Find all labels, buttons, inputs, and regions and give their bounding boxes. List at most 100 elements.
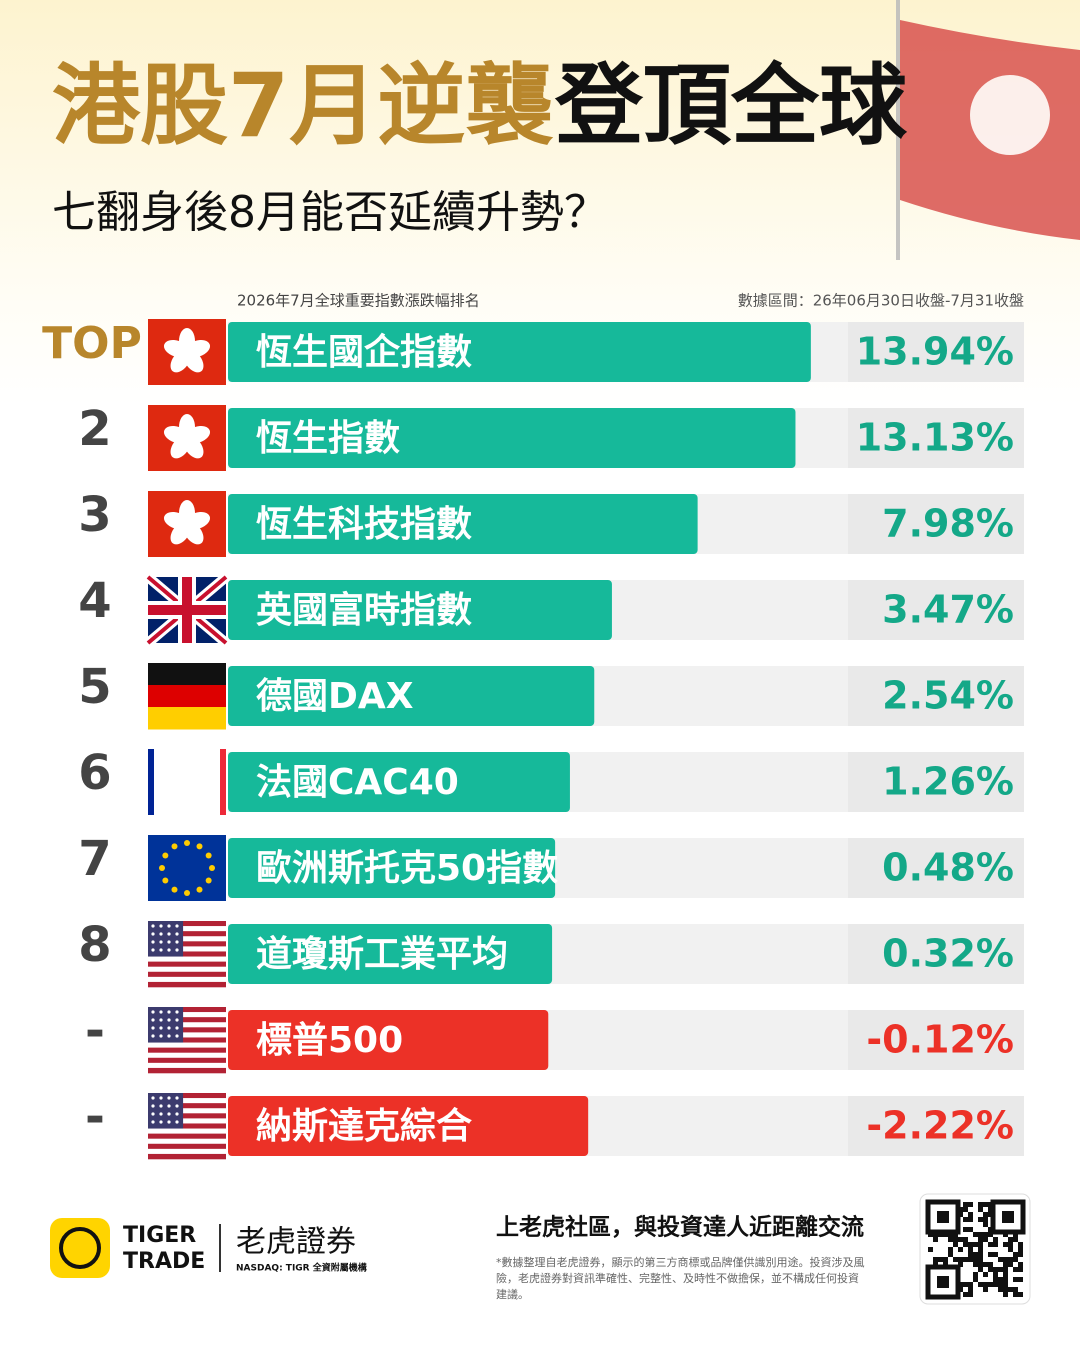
- rank: 6: [78, 745, 111, 801]
- flag-star: [159, 1120, 163, 1124]
- qr-cell: [1013, 1252, 1018, 1257]
- qr-cell: [988, 1267, 993, 1272]
- bar: [228, 666, 595, 726]
- flag-stripe: [148, 1067, 226, 1074]
- bar: [228, 408, 796, 468]
- flag-stripe: [148, 1148, 226, 1155]
- qr-cell: [968, 1287, 973, 1292]
- flag-star: [209, 865, 215, 871]
- qr-cell: [968, 1247, 973, 1252]
- flag-star: [175, 932, 179, 936]
- rank: 5: [78, 659, 111, 715]
- qr-cell: [998, 1277, 1003, 1282]
- qr-cell: [973, 1277, 978, 1282]
- qr-cell: [973, 1272, 978, 1277]
- qr-cell: [1013, 1237, 1018, 1242]
- flag-star: [175, 1010, 179, 1014]
- flag-star: [159, 1018, 163, 1022]
- rank: -: [85, 1003, 105, 1059]
- flag-star: [159, 865, 165, 871]
- qr-cell: [993, 1272, 998, 1277]
- flag-star: [151, 924, 155, 928]
- flag-star: [167, 1120, 171, 1124]
- flag-stripe: [148, 931, 226, 937]
- flag-fr: [148, 749, 226, 815]
- qr-cell: [993, 1277, 998, 1282]
- qr-cell: [1013, 1267, 1018, 1272]
- qr-cell: [1018, 1242, 1023, 1247]
- flag-stripe: [148, 1098, 226, 1104]
- flag-star: [151, 1018, 155, 1022]
- value-label: 7.98%: [882, 502, 1014, 546]
- qr-cell: [1003, 1292, 1008, 1297]
- flag-star: [159, 948, 163, 952]
- qr-cell: [968, 1227, 973, 1232]
- qr-cell: [978, 1262, 983, 1267]
- flag-star: [167, 932, 171, 936]
- qr-cell: [968, 1217, 973, 1222]
- rank: 3: [78, 487, 111, 543]
- qr-cell: [1003, 1287, 1008, 1292]
- slogan: 上老虎社區，與投資達人近距離交流: [496, 1214, 864, 1241]
- flag-stripe: [148, 707, 226, 730]
- qr-cell: [973, 1242, 978, 1247]
- flag-star: [175, 1018, 179, 1022]
- flag-star: [167, 1112, 171, 1116]
- value-label: 2.54%: [882, 674, 1014, 718]
- flag-stripe: [148, 1108, 226, 1114]
- flag-star: [175, 924, 179, 928]
- qr-cell: [983, 1262, 988, 1267]
- flag-star: [159, 1010, 163, 1014]
- qr-cell: [963, 1207, 968, 1212]
- flag-stripe: [148, 749, 154, 815]
- qr-cell: [938, 1257, 943, 1262]
- rank: -: [85, 1089, 105, 1145]
- flag: [148, 835, 226, 901]
- flag-star: [205, 877, 212, 884]
- flag-stripe: [148, 941, 226, 947]
- logo: [50, 1218, 110, 1278]
- flag: [148, 405, 226, 471]
- flag: [148, 663, 226, 730]
- flag: [144, 573, 230, 647]
- flag-star: [167, 1026, 171, 1030]
- flag-star: [151, 1104, 155, 1108]
- flag-star: [175, 1112, 179, 1116]
- index-name: 道瓊斯工業平均: [256, 934, 508, 975]
- qr-cell: [978, 1247, 983, 1252]
- index-name: 恆生科技指數: [256, 504, 472, 545]
- bar: [228, 322, 811, 382]
- qr-cell: [1018, 1252, 1023, 1257]
- value-label: 0.48%: [882, 846, 1014, 890]
- flag-stripe: [148, 1128, 226, 1134]
- flag-stripe: [148, 1007, 226, 1013]
- flag-star: [151, 1112, 155, 1116]
- value-label: 13.13%: [856, 416, 1014, 460]
- qr-cell: [978, 1267, 983, 1272]
- qr-cell: [973, 1257, 978, 1262]
- qr-cell: [1008, 1242, 1013, 1247]
- qr-cell: [963, 1217, 968, 1222]
- flag-stripe: [148, 1153, 226, 1160]
- flag: [148, 921, 226, 988]
- qr-cell: [963, 1227, 968, 1232]
- qr-cell: [1008, 1247, 1013, 1252]
- flag-star: [151, 1026, 155, 1030]
- flag-stripe: [148, 921, 226, 927]
- footer: TIGER TRADE 老虎證券 NASDAQ: TIGR 全資附屬機構 上老虎…: [50, 1193, 1031, 1305]
- flag-stripe: [148, 685, 226, 708]
- qr-cell: [973, 1232, 978, 1237]
- qr-cell: [978, 1257, 983, 1262]
- qr-cell: [988, 1252, 993, 1257]
- flag-star: [167, 1104, 171, 1108]
- qr-cell: [978, 1232, 983, 1237]
- rank: 7: [78, 831, 111, 887]
- bar: [228, 752, 570, 812]
- flag-star: [159, 932, 163, 936]
- flag-star: [167, 1018, 171, 1022]
- flag-star: [205, 852, 212, 859]
- qr-cell: [988, 1242, 993, 1247]
- qr-cell: [978, 1202, 983, 1207]
- flag-star: [159, 1096, 163, 1100]
